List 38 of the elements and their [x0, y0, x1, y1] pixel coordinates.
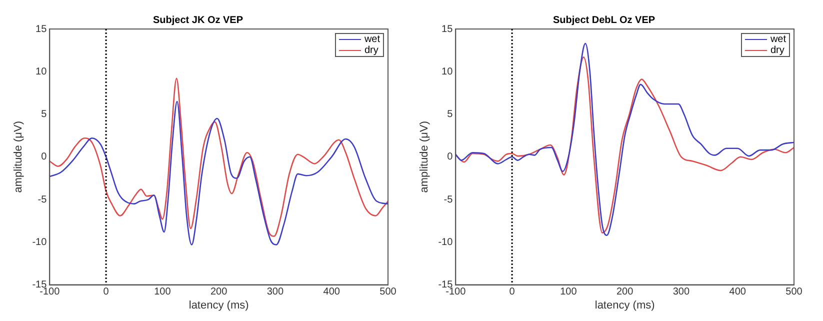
x-tick-label: 0: [509, 286, 516, 298]
legend-label: wet: [364, 34, 380, 45]
y-tick-label: 15: [36, 24, 48, 35]
y-tick-label: 10: [442, 66, 454, 78]
y-tick-label: -10: [438, 236, 454, 248]
x-tick-label: -100: [446, 286, 466, 298]
x-axis-title: latency (ms): [594, 299, 655, 312]
y-tick-label: 5: [447, 109, 454, 120]
x-tick-label: 300: [672, 286, 690, 298]
legend-label: dry: [364, 45, 378, 56]
x-tick-label: -100: [40, 286, 60, 298]
chart-title: Subject JK Oz VEP: [152, 14, 244, 26]
x-tick-label: 0: [103, 286, 110, 298]
x-tick-label: 200: [210, 286, 228, 298]
x-tick-label: 400: [729, 286, 746, 298]
y-axis-title: amplitude (μV): [418, 121, 431, 193]
x-tick-label: 500: [380, 286, 397, 298]
y-tick-label: 0: [447, 152, 454, 163]
y-tick-label: 5: [41, 109, 48, 120]
legend-label: wet: [770, 34, 786, 45]
y-tick-label: 15: [442, 24, 454, 35]
x-tick-label: 400: [323, 286, 340, 298]
y-tick-label: -10: [32, 236, 48, 248]
chart-title: Subject DebL Oz VEP: [552, 14, 656, 26]
y-tick-label: 0: [41, 152, 48, 163]
line-series: [50, 100, 388, 246]
legend-label: dry: [770, 45, 784, 56]
line-series: [50, 78, 388, 237]
y-tick-label: -5: [444, 194, 454, 206]
y-tick-label: 10: [36, 66, 48, 78]
y-axis-title: amplitude (μV): [12, 121, 25, 193]
x-axis-title: latency (ms): [188, 299, 249, 312]
x-tick-label: 200: [616, 286, 634, 298]
x-tick-label: 100: [560, 286, 578, 298]
x-tick-label: 300: [266, 286, 284, 298]
x-tick-label: 500: [786, 286, 803, 298]
y-tick-label: -5: [38, 194, 48, 206]
x-tick-label: 100: [154, 286, 172, 298]
